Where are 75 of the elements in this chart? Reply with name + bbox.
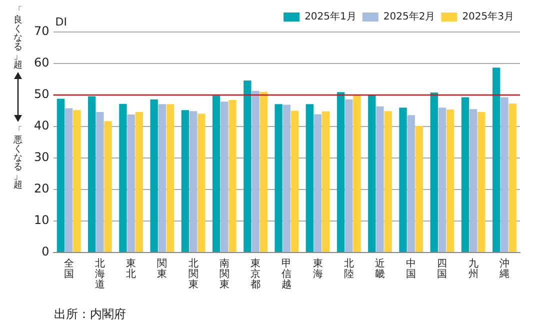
bar	[469, 109, 478, 252]
legend-label: 2025年2月	[383, 10, 436, 23]
y-tick-label: 30	[34, 150, 50, 164]
bar	[244, 80, 252, 252]
bar	[181, 110, 190, 252]
x-tick-label: 沖縄	[498, 257, 510, 280]
x-tick-label: 北海道	[94, 257, 105, 290]
bar	[430, 92, 438, 252]
bar	[508, 104, 516, 252]
bar	[446, 109, 454, 252]
bar	[478, 112, 486, 252]
bar	[500, 97, 508, 252]
y-tick-label: 40	[34, 118, 50, 133]
bar	[415, 126, 424, 252]
x-tick-label: 中国	[406, 257, 416, 280]
y-tick-label: 50	[34, 87, 50, 102]
bar	[96, 112, 104, 252]
bar	[220, 102, 228, 252]
x-tick-label: 四国	[437, 258, 448, 280]
x-tick-label: 南関東	[219, 257, 230, 290]
bar	[314, 114, 322, 252]
bar	[384, 111, 392, 252]
bar	[399, 108, 407, 252]
x-tick-label: 関東	[157, 258, 168, 280]
y-tick-label: 20	[34, 182, 50, 196]
bar	[322, 111, 330, 252]
bar	[189, 111, 198, 252]
bar	[127, 114, 135, 252]
y-tick-label: 0	[42, 244, 50, 259]
bar	[56, 98, 65, 252]
bar	[228, 100, 236, 252]
x-tick-label: 東 北	[126, 257, 136, 280]
bar	[492, 68, 500, 252]
y-axis-title: DI	[55, 15, 67, 28]
bar	[135, 112, 143, 252]
bar	[212, 96, 220, 252]
legend-label: 2025年3月	[462, 10, 514, 23]
bar	[274, 104, 282, 252]
y-tick-label: 70	[34, 24, 50, 38]
x-tick-label: 東京都	[250, 257, 261, 290]
bar	[252, 90, 260, 252]
bar	[104, 121, 112, 252]
bar	[64, 108, 73, 252]
y-tick-label: 10	[34, 213, 50, 228]
bar	[198, 114, 206, 252]
x-tick-label: 九州	[468, 257, 478, 280]
bar	[461, 97, 470, 252]
legend-label: 2025年1月	[304, 10, 356, 23]
text: 出所：内閣府	[54, 307, 126, 322]
x-tick-label: 全国	[64, 257, 74, 280]
bar	[353, 95, 361, 252]
bar	[73, 110, 81, 252]
text: 「良くなる」超	[14, 5, 22, 70]
x-tick-label: 北陸	[344, 257, 354, 280]
bar	[119, 104, 127, 252]
x-tick-label: 近畿	[374, 257, 385, 280]
x-tick-label: 東海	[312, 257, 323, 280]
bar	[376, 106, 384, 252]
bar	[282, 104, 290, 252]
x-tick-label: 甲信越	[282, 258, 292, 290]
bar	[345, 99, 353, 252]
bar	[158, 104, 166, 252]
bar	[150, 99, 158, 252]
text: 「悪くなる」超	[12, 125, 22, 190]
bar	[368, 94, 376, 252]
bar	[166, 104, 174, 252]
bar	[306, 104, 314, 252]
x-tick-label: 北 関東	[188, 257, 198, 290]
y-tick-label: 60	[34, 56, 50, 70]
bar	[438, 108, 446, 252]
bar	[407, 115, 415, 252]
bar	[336, 92, 345, 252]
bar	[290, 110, 299, 252]
bar	[88, 96, 96, 252]
bar	[260, 92, 268, 252]
